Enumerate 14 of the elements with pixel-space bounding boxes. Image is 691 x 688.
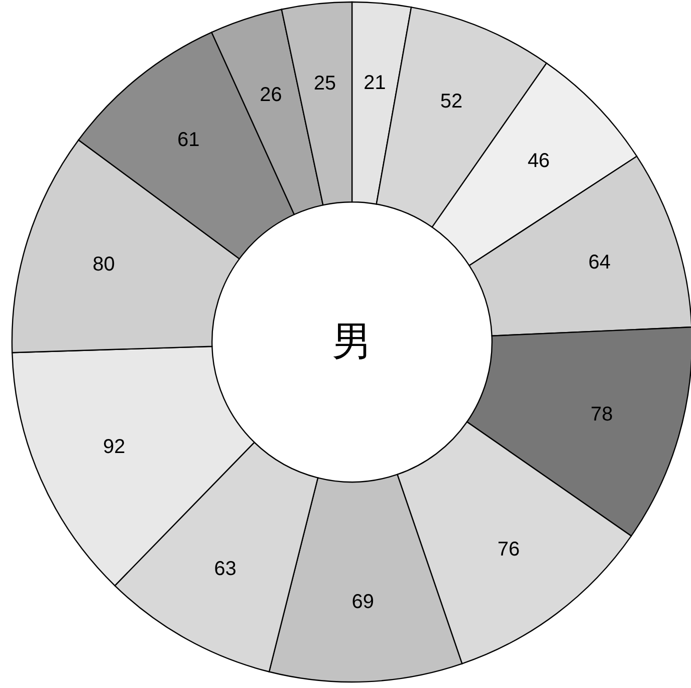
data-label: 25 bbox=[314, 72, 336, 94]
data-label: 52 bbox=[440, 90, 462, 113]
text: 男 bbox=[332, 319, 372, 365]
data-label: 92 bbox=[102, 436, 126, 458]
data-label: 61 bbox=[177, 128, 200, 151]
data-label: 78 bbox=[590, 403, 613, 426]
data-label: 26 bbox=[260, 84, 282, 106]
data-label: 76 bbox=[498, 538, 520, 561]
data-label: 63 bbox=[214, 558, 236, 580]
data-label: 64 bbox=[588, 251, 611, 274]
data-label: 46 bbox=[528, 150, 550, 172]
data-label: 69 bbox=[352, 590, 374, 613]
data-label: 80 bbox=[92, 254, 115, 276]
data-label: 21 bbox=[364, 72, 386, 94]
